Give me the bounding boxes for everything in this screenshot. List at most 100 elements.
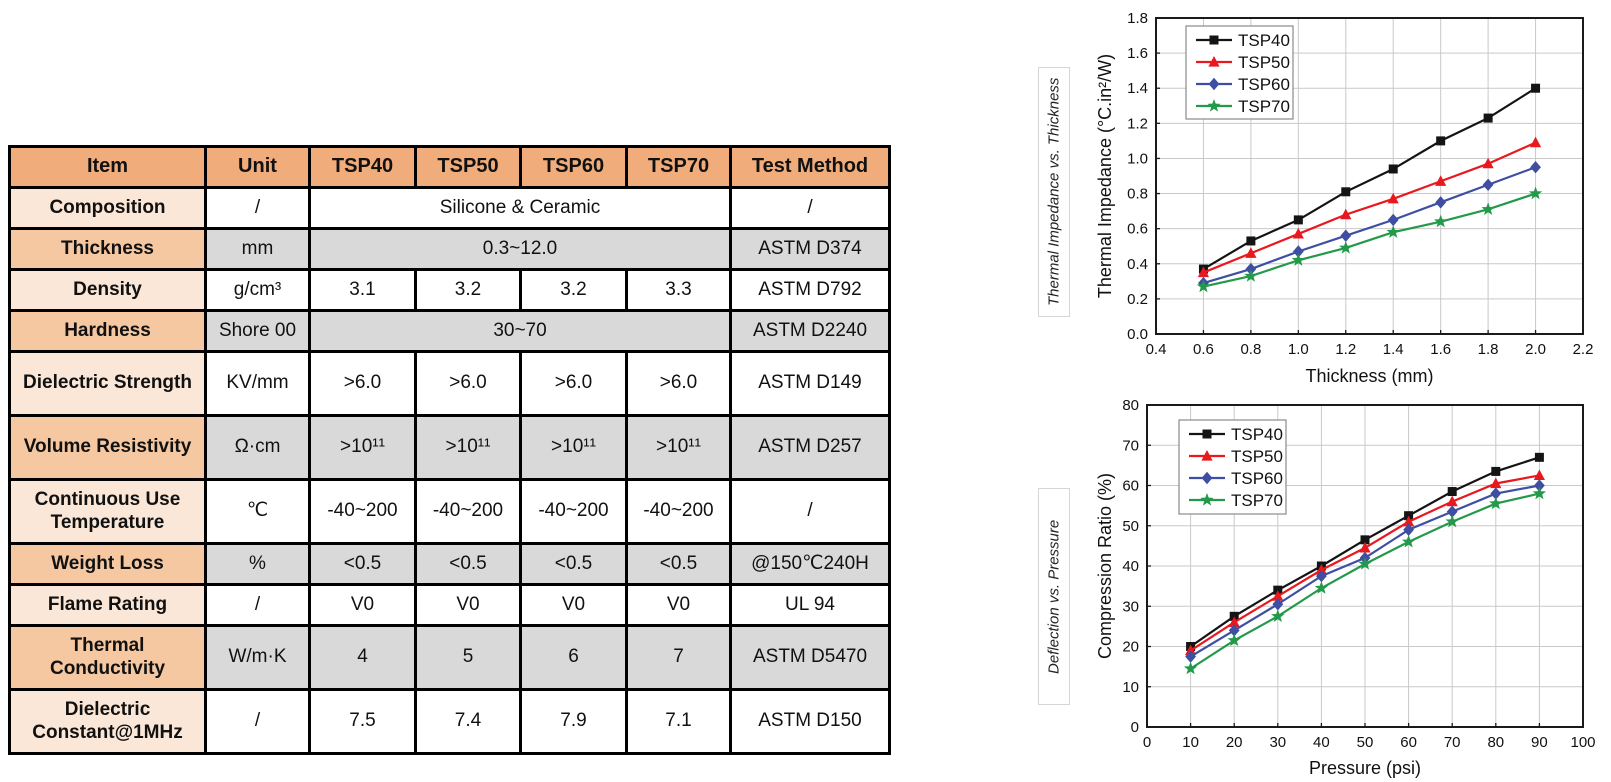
- x-axis-label: Thickness (mm): [1305, 366, 1433, 386]
- chart1-side-label: Thermal Impedance vs. Thickness: [1038, 67, 1070, 317]
- y-tick-label: 80: [1122, 397, 1139, 414]
- series-line-tsp50: [1203, 141, 1537, 274]
- x-tick-label: 1.2: [1335, 341, 1356, 358]
- data-point-tsp60: [1530, 161, 1541, 174]
- data-point-tsp70: [1528, 186, 1543, 200]
- table-row: Thermal Conductivity W/m·K 4 5 6 7 ASTM D5470: [8, 624, 891, 691]
- data-point-tsp50: [1340, 208, 1352, 220]
- data-point-tsp40: [1404, 511, 1414, 521]
- item-cell: Continuous Use Temperature: [8, 478, 207, 545]
- legend: TSP40 TSP50 TSP60 TSP70: [1185, 25, 1294, 120]
- data-point-tsp50: [1490, 477, 1502, 489]
- data-point-tsp60: [1340, 229, 1352, 242]
- data-point-tsp60: [1387, 213, 1399, 227]
- value-cell-tsp40: 3.1: [308, 268, 417, 312]
- value-cell-tsp70: >10¹¹: [625, 414, 732, 481]
- y-tick-label: 1.6: [1127, 45, 1148, 62]
- x-tick-label: 90: [1531, 734, 1548, 751]
- spec-table: Item Unit TSP40 TSP50 TSP60 TSP70 Test Method …: [8, 145, 891, 755]
- col-header-tsp60: TSP60: [519, 145, 628, 189]
- data-point-tsp50: [1185, 644, 1197, 656]
- value-cell-tsp40: V0: [308, 583, 417, 627]
- data-point-tsp50: [1315, 564, 1327, 575]
- data-point-tsp70: [1386, 225, 1400, 238]
- x-axis-label: Pressure (psi): [1309, 758, 1421, 778]
- legend: TSP40 TSP50 TSP60 TSP70: [1178, 419, 1287, 515]
- unit-cell: KV/mm: [204, 350, 311, 417]
- data-point-tsp40: [1531, 83, 1541, 93]
- data-point-tsp40: [1388, 164, 1398, 174]
- unit-cell: mm: [204, 227, 311, 271]
- plot-border: [1155, 17, 1584, 335]
- y-tick-label: 1.0: [1127, 150, 1148, 167]
- x-tick-label: 2.0: [1525, 341, 1546, 358]
- value-cell-tsp60: <0.5: [519, 542, 628, 586]
- x-tick-label: 60: [1400, 734, 1417, 751]
- legend-label-tsp50: TSP50: [1238, 53, 1290, 72]
- y-tick-label: 1.4: [1127, 80, 1148, 97]
- value-cell-tsp50: 3.2: [414, 268, 522, 312]
- unit-cell: g/cm³: [204, 268, 311, 312]
- y-tick-label: 0: [1131, 719, 1139, 736]
- thermal-impedance-chart: 0.4 0.6 0.8 1.0 1.2 1.4 1.6 1.8 2.0 2.2 0.0 0.2 0.4 0…: [1095, 0, 1611, 390]
- y-axis-label: Thermal Impedance (°C.in²/W): [1095, 54, 1115, 298]
- value-cell-tsp60: 7.9: [519, 688, 628, 755]
- data-point-tsp50: [1533, 469, 1545, 481]
- merged-value-cell: 30~70: [308, 309, 732, 353]
- data-point-tsp60: [1435, 196, 1447, 209]
- legend-label-tsp40: TSP40: [1231, 425, 1283, 444]
- value-cell-tsp50: <0.5: [414, 542, 522, 586]
- test-method-cell: /: [729, 478, 891, 545]
- tick-marks: [1155, 17, 1584, 335]
- data-point-tsp40: [1229, 611, 1239, 621]
- value-cell-tsp70: -40~200: [625, 478, 732, 545]
- y-tick-label: 60: [1122, 478, 1139, 495]
- data-point-tsp70: [1434, 214, 1448, 228]
- col-header-tsp40: TSP40: [308, 145, 417, 189]
- table-row: Continuous Use Temperature ℃ -40~200 -40~20…: [8, 478, 891, 545]
- x-tick-label: 1.8: [1478, 341, 1499, 358]
- legend-label-tsp40: TSP40: [1238, 31, 1290, 50]
- data-point-tsp40: [1293, 215, 1303, 225]
- value-cell-tsp60: 3.2: [519, 268, 628, 312]
- x-tick-label: 40: [1313, 734, 1330, 751]
- value-cell-tsp60: 6: [519, 624, 628, 691]
- y-tick-label: 0.4: [1127, 256, 1148, 273]
- data-point-tsp40: [1246, 236, 1256, 246]
- data-point-tsp50: [1245, 247, 1257, 258]
- y-tick-label: 1.2: [1127, 115, 1148, 132]
- table-row: Flame Rating / V0 V0 V0 V0 UL 94: [8, 583, 891, 627]
- x-tick-label: 0: [1143, 734, 1151, 751]
- y-tick-label: 50: [1122, 518, 1139, 535]
- col-header-tsp70: TSP70: [625, 145, 732, 189]
- spec-table-body: Composition / Silicone & Ceramic / Thickness…: [8, 186, 891, 755]
- data-point-tsp70: [1532, 486, 1547, 500]
- x-tick-label: 0.8: [1240, 341, 1261, 358]
- legend-marker-tsp40: [1202, 429, 1212, 439]
- x-tick-label: 70: [1444, 734, 1461, 751]
- unit-cell: /: [204, 688, 311, 755]
- legend-marker-tsp60: [1208, 77, 1220, 91]
- legend-marker-tsp50: [1208, 56, 1220, 67]
- value-cell-tsp70: V0: [625, 583, 732, 627]
- value-cell-tsp50: -40~200: [414, 478, 522, 545]
- tick-marks: [1146, 404, 1584, 728]
- y-tick-label: 0.6: [1127, 221, 1148, 238]
- test-method-cell: ASTM D2240: [729, 309, 891, 353]
- data-point-tsp70: [1401, 534, 1416, 548]
- item-cell: Weight Loss: [8, 542, 207, 586]
- legend-label-tsp60: TSP60: [1238, 75, 1290, 94]
- value-cell-tsp60: >10¹¹: [519, 414, 628, 481]
- test-method-cell: UL 94: [729, 583, 891, 627]
- data-point-tsp70: [1314, 581, 1329, 594]
- value-cell-tsp50: V0: [414, 583, 522, 627]
- data-point-tsp50: [1228, 616, 1240, 627]
- item-cell: Thermal Conductivity: [8, 624, 207, 691]
- unit-cell: /: [204, 583, 311, 627]
- data-point-tsp40: [1534, 452, 1544, 462]
- data-point-tsp40: [1341, 187, 1351, 197]
- data-point-tsp50: [1359, 541, 1371, 553]
- col-header-tsp50: TSP50: [414, 145, 522, 189]
- unit-cell: /: [204, 186, 311, 230]
